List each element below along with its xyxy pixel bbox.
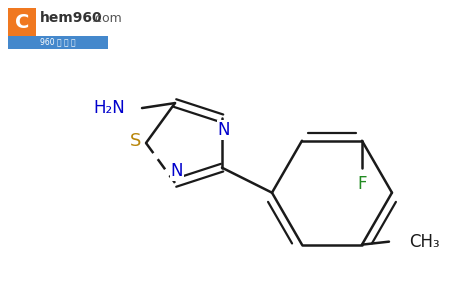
Text: H₂N: H₂N	[93, 99, 125, 117]
Bar	[8, 36, 108, 49]
Text: N: N	[218, 121, 230, 139]
Text: .com: .com	[92, 11, 123, 25]
Text: S: S	[130, 132, 142, 150]
Bar	[8, 8, 36, 36]
Text: 960 化 工 网: 960 化 工 网	[40, 38, 76, 47]
Text: N: N	[171, 162, 183, 180]
Text: C: C	[15, 13, 29, 32]
Text: CH₃: CH₃	[409, 233, 439, 251]
Text: F: F	[357, 175, 367, 193]
Text: hem960: hem960	[40, 11, 103, 25]
